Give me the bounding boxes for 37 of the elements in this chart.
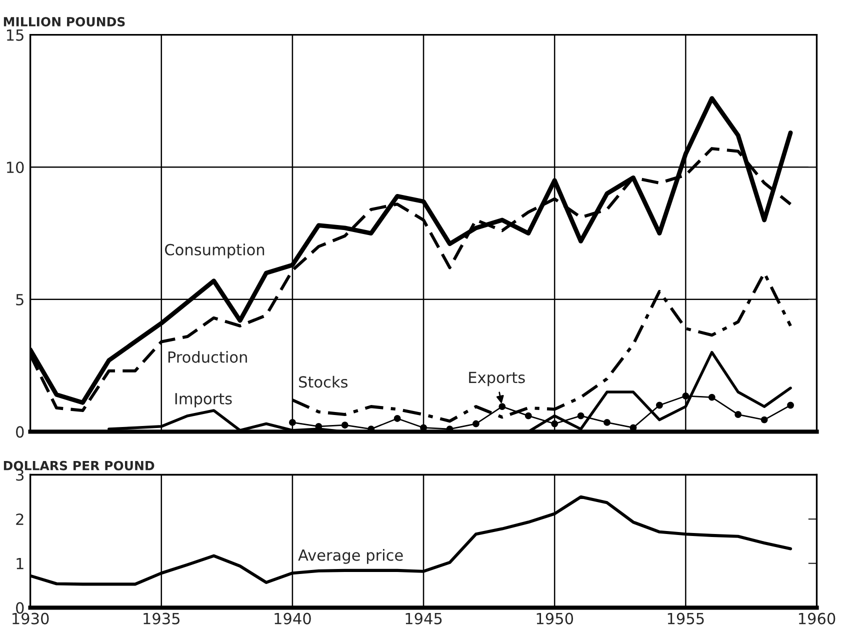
point: [394, 415, 401, 422]
point: [656, 402, 663, 409]
x-tick-label: 1955: [668, 612, 704, 624]
point: [524, 412, 532, 420]
point: [604, 418, 610, 426]
x-tick-label: 1945: [406, 612, 442, 624]
series-label: Imports: [175, 393, 232, 408]
x-tick-label: 1935: [144, 612, 180, 624]
point: [551, 420, 558, 428]
series-label: Consumption: [165, 244, 264, 258]
y-axis-title: DOLLARS PER POUND: [4, 460, 154, 470]
y-tick-label: 1: [16, 558, 24, 570]
y-axis-title: MILLION POUNDS: [4, 16, 125, 26]
point: [288, 418, 296, 426]
x-tick-label: 1940: [274, 612, 311, 624]
y-tick-label: 5: [16, 294, 24, 306]
series-label: Stocks: [299, 376, 348, 388]
point: [682, 392, 690, 400]
point: [787, 402, 794, 409]
y-tick-label: 10: [6, 162, 24, 174]
series-label: Exports: [469, 372, 525, 386]
x-tick-label: 1930: [12, 612, 49, 624]
series-label: Production: [168, 351, 247, 363]
series-label: Average price: [298, 549, 403, 564]
point: [341, 422, 348, 429]
y-tick-label: 0: [16, 602, 24, 614]
y-tick-label: 2: [16, 514, 24, 525]
point: [472, 420, 480, 428]
x-tick-label: 1960: [798, 612, 836, 624]
y-tick-label: 15: [6, 29, 24, 41]
y-tick-label: 0: [16, 426, 24, 438]
x-tick-label: 1950: [536, 612, 574, 624]
point: [734, 411, 742, 418]
point: [498, 403, 506, 410]
point: [577, 412, 584, 420]
point: [708, 394, 716, 401]
point: [760, 416, 768, 424]
